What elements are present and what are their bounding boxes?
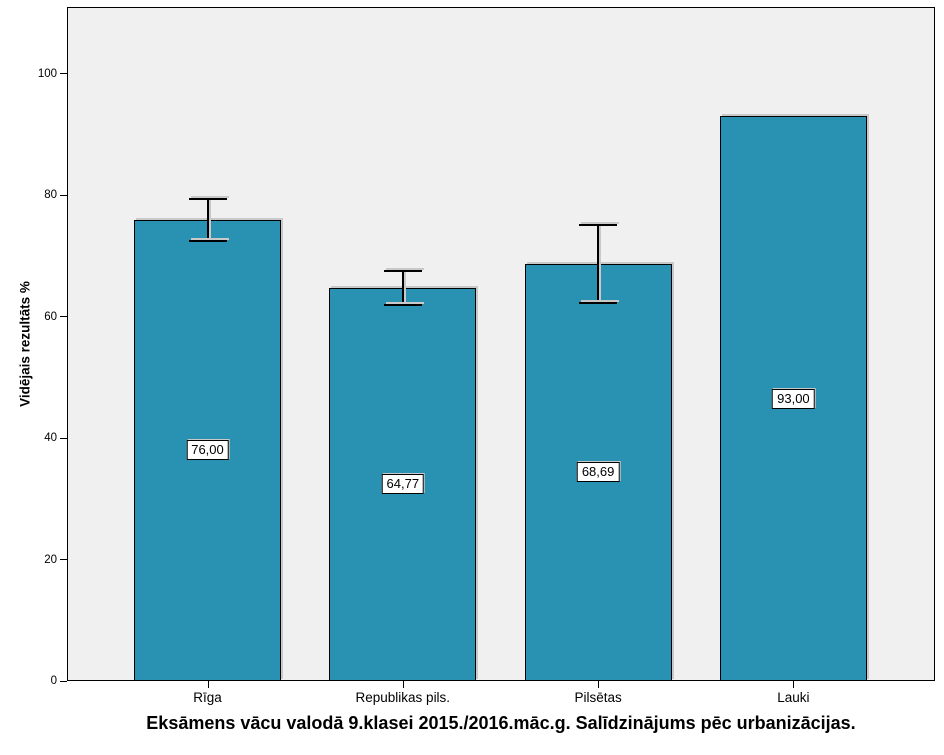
x-tick-mark (793, 681, 795, 688)
y-tick-label: 20 (44, 553, 57, 566)
error-bar-bottom-cap (188, 240, 227, 243)
x-tick-label: Republikas pils. (355, 690, 451, 705)
x-tick-mark (598, 681, 600, 688)
y-tick-mark (60, 316, 67, 318)
y-tick-label: 0 (50, 675, 57, 687)
error-bar-top-cap (579, 223, 618, 226)
y-tick-label: 80 (44, 189, 57, 202)
y-tick-mark (60, 73, 67, 75)
y-tick-label: 40 (44, 432, 57, 445)
error-bar-bottom-cap (383, 304, 422, 307)
bar-value-label: 64,77 (381, 474, 425, 495)
y-tick-label: 100 (37, 67, 57, 80)
error-bar (597, 224, 600, 303)
x-tick-label: Lauki (777, 690, 810, 705)
y-axis-title: Vidējais rezultāts % (17, 281, 33, 407)
bar-value-label: 93,00 (772, 388, 815, 409)
error-bar (401, 271, 404, 306)
error-bar-top-cap (188, 197, 227, 200)
x-tick-label: Pilsētas (574, 690, 622, 705)
error-bar-top-cap (383, 270, 422, 273)
y-tick-mark (60, 559, 67, 561)
error-bar-bottom-cap (579, 301, 618, 304)
y-tick-label: 60 (44, 310, 57, 323)
x-tick-mark (207, 681, 209, 688)
y-tick-mark (60, 680, 67, 682)
x-tick-mark (402, 681, 404, 688)
x-tick-label: Rīga (193, 690, 222, 705)
y-tick-mark (60, 437, 67, 439)
chart-title: Eksāmens vācu valodā 9.klasei 2015./2016… (146, 713, 856, 733)
bar-value-label: 76,00 (186, 440, 229, 461)
error-bar (206, 198, 209, 242)
y-tick-mark (60, 194, 67, 196)
bar-value-label: 68,69 (576, 462, 620, 483)
